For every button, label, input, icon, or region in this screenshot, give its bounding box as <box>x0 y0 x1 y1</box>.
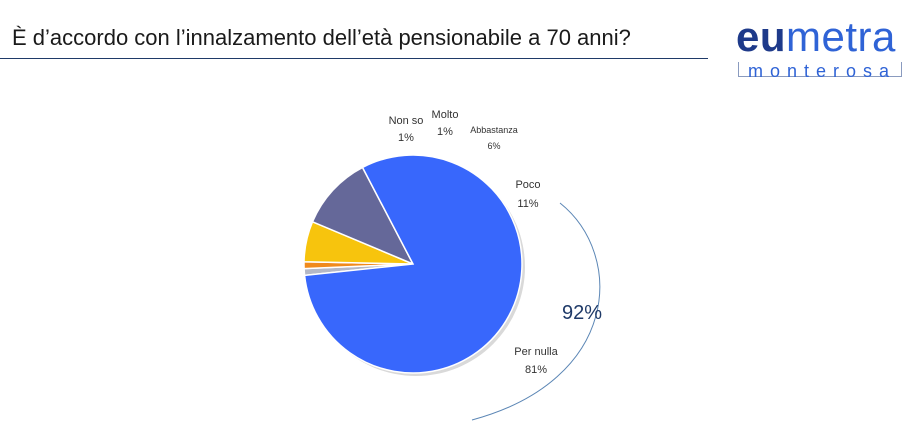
slice-label: Non so <box>389 115 424 127</box>
logo-eu: eu <box>736 13 787 60</box>
page-title: È d’accordo con l’innalzamento dell’età … <box>12 25 631 50</box>
logo-bracket <box>738 62 902 77</box>
slice-label: Per nulla <box>514 346 558 358</box>
pie-slice-poco <box>311 166 415 266</box>
logo-metra: metra <box>786 13 896 60</box>
eumetra-logo: eumetra monterosa <box>728 14 904 86</box>
slice-value-label: 11% <box>517 198 538 210</box>
logo-subtitle: monterosa <box>748 61 897 81</box>
slice-label: Abbastanza <box>470 125 518 135</box>
annotation-arc <box>471 202 601 421</box>
slice-label: Molto <box>432 109 459 121</box>
pie-slice-per-nulla <box>303 154 523 374</box>
title-divider <box>0 58 708 59</box>
annotation-total-label: 92% <box>562 302 602 324</box>
slice-value-label: 1% <box>398 132 414 144</box>
slice-value-label: 6% <box>487 141 500 151</box>
logo-wordmark: eumetra <box>736 14 896 60</box>
slice-label: Poco <box>515 179 540 191</box>
slice-value-label: 1% <box>437 126 453 138</box>
slice-value-label: 81% <box>525 364 547 376</box>
